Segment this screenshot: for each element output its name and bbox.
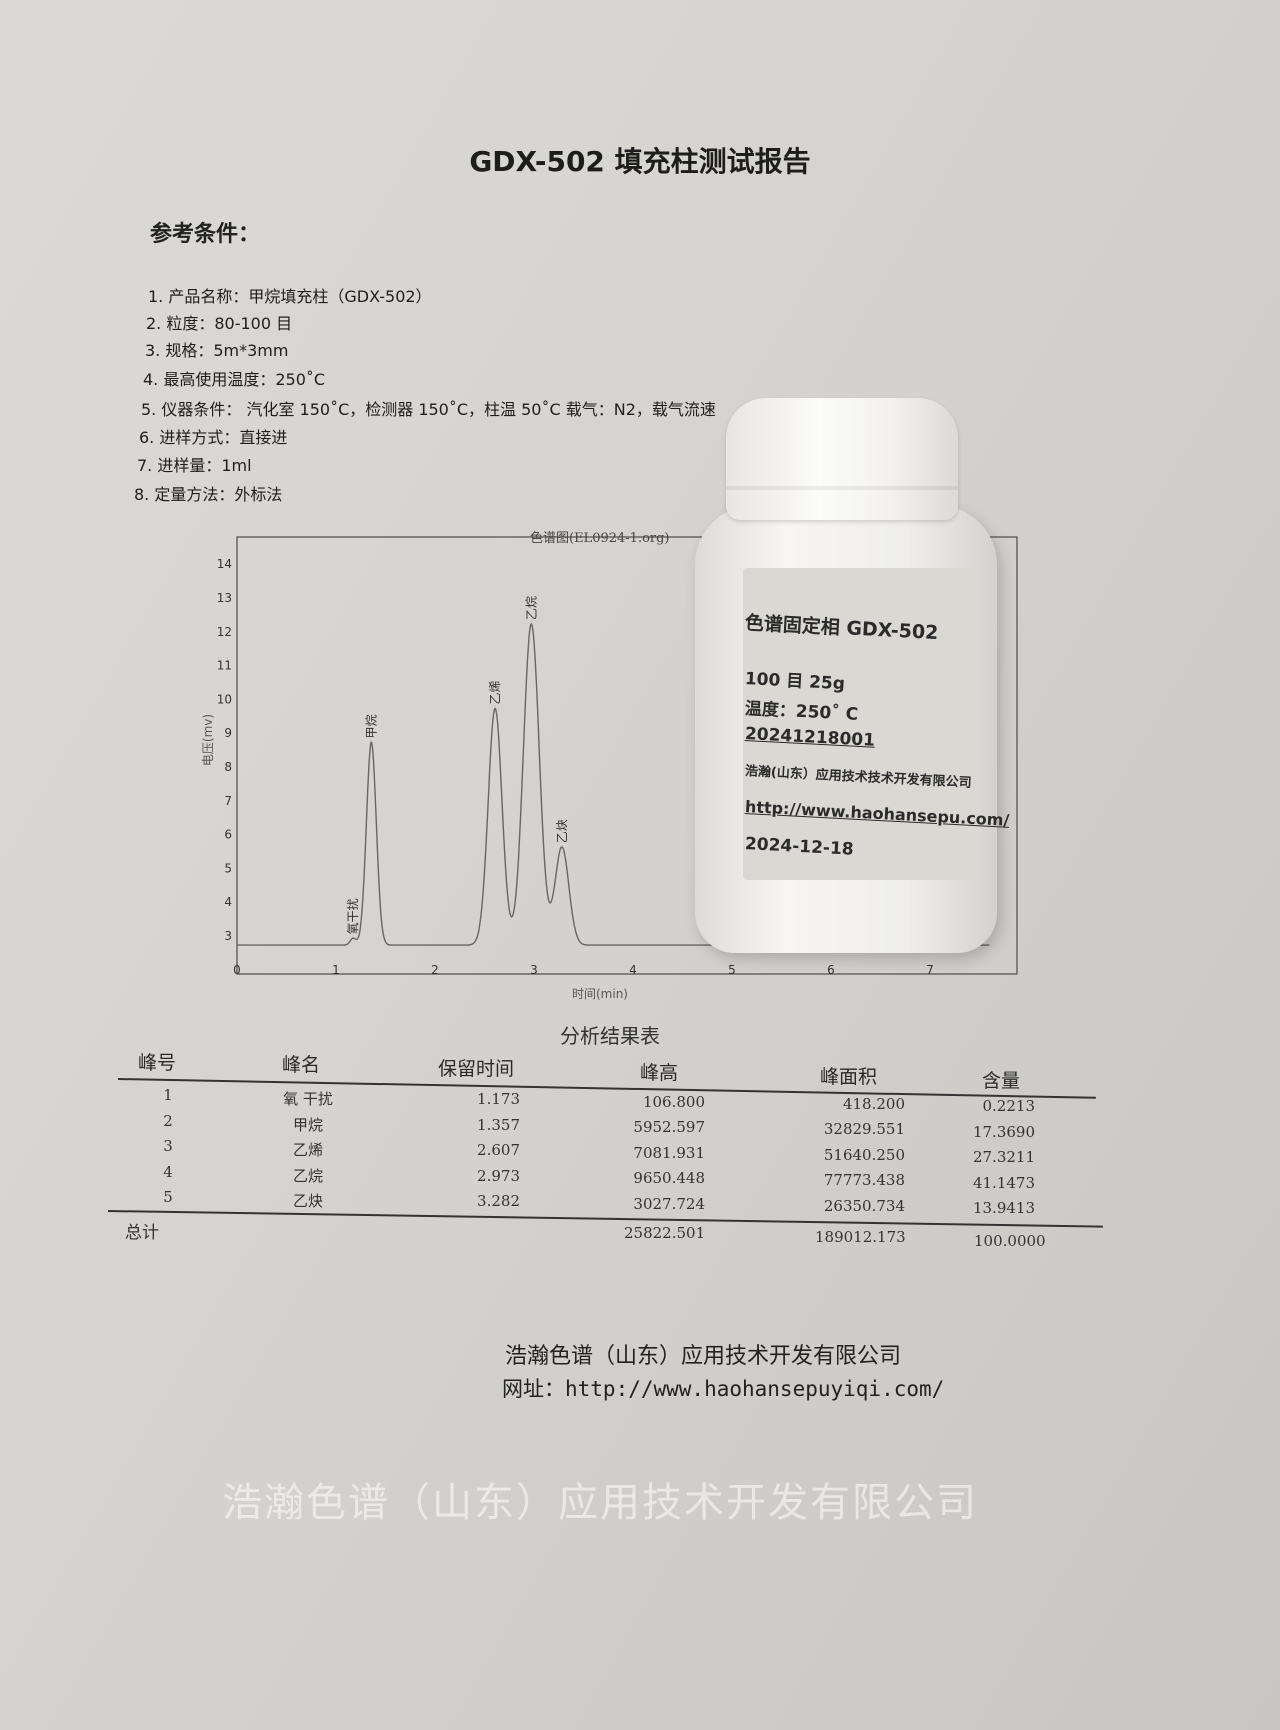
- section-heading: 参考条件：: [150, 222, 261, 247]
- y-tick-label: 13: [217, 591, 232, 605]
- cell-height: 9650.448: [633, 1169, 705, 1188]
- watermark: 浩瀚色谱（山东）应用技术开发有限公司: [222, 1480, 978, 1526]
- bottle-label-line: 100 目 25g: [744, 669, 846, 695]
- cell-retention: 2.973: [477, 1166, 520, 1185]
- y-tick-label: 10: [217, 692, 232, 706]
- cell-height: 5952.597: [633, 1118, 705, 1137]
- y-tick-label: 14: [217, 557, 232, 571]
- header-area: 峰面积: [820, 1066, 878, 1088]
- cell-peak-no: 1: [163, 1086, 173, 1104]
- total-content: 100.0000: [974, 1232, 1046, 1250]
- cell-peak-no: 3: [163, 1137, 173, 1155]
- cell-height: 3027.724: [633, 1194, 705, 1213]
- total-area: 189012.173: [815, 1228, 906, 1246]
- cell-content: 41.1473: [972, 1173, 1035, 1192]
- cell-content: 0.2213: [982, 1097, 1036, 1115]
- y-tick-label: 9: [224, 726, 232, 740]
- cell-area: 77773.438: [823, 1171, 905, 1190]
- x-tick-label: 3: [530, 963, 538, 977]
- footer-company: 浩瀚色谱（山东）应用技术开发有限公司: [505, 1344, 902, 1369]
- condition-item: 2. 粒度：80-100 目: [146, 314, 293, 333]
- cell-area: 51640.250: [823, 1145, 905, 1164]
- x-tick-label: 1: [332, 963, 340, 977]
- cell-peak-no: 4: [163, 1162, 173, 1181]
- cell-retention: 1.357: [477, 1115, 520, 1134]
- condition-item: 7. 进样量：1ml: [137, 456, 252, 475]
- peak-apex-marker: [494, 707, 496, 710]
- x-tick-label: 7: [926, 963, 934, 977]
- cell-content: 17.3690: [972, 1122, 1035, 1141]
- cell-content: 27.3211: [972, 1148, 1035, 1166]
- y-tick-label: 11: [217, 659, 232, 673]
- cell-peak-no: 5: [163, 1188, 173, 1206]
- total-label: 总计: [125, 1223, 159, 1243]
- condition-item: 6. 进样方式：直接进: [139, 428, 288, 447]
- header-retention: 保留时间: [438, 1058, 515, 1080]
- x-tick-label: 0: [233, 963, 241, 977]
- y-tick-label: 12: [217, 625, 232, 639]
- x-tick-label: 2: [431, 963, 439, 977]
- cell-content: 13.9413: [972, 1199, 1035, 1217]
- cell-peak-name: 甲烷: [292, 1115, 323, 1134]
- cell-retention: 1.173: [477, 1090, 520, 1109]
- y-tick-label: 4: [224, 895, 232, 909]
- bottle-label: [743, 568, 975, 880]
- peak-label: 乙烷: [524, 596, 538, 620]
- cell-peak-name: 氧 干扰: [283, 1090, 333, 1109]
- peak-label: 氧干扰: [346, 898, 360, 934]
- report-title: GDX-502 填充柱测试报告: [469, 145, 811, 178]
- footer-website: 网址：http://www.haohansepuyiqi.com/: [502, 1377, 945, 1401]
- x-tick-label: 6: [827, 963, 835, 977]
- cell-area: 418.200: [842, 1094, 905, 1113]
- peak-apex-marker: [370, 741, 373, 744]
- x-tick-label: 4: [629, 963, 637, 977]
- cell-height: 7081.931: [633, 1143, 705, 1162]
- header-height: 峰高: [640, 1062, 679, 1084]
- y-tick-label: 6: [224, 828, 232, 842]
- header-content: 含量: [982, 1070, 1021, 1092]
- table-title: 分析结果表: [560, 1024, 660, 1048]
- cell-area: 32829.551: [823, 1120, 905, 1139]
- plot-frame: [236, 536, 1018, 975]
- peak-label: 乙烯: [488, 681, 502, 705]
- cell-peak-name: 乙烷: [292, 1166, 323, 1185]
- y-tick-label: 3: [224, 929, 232, 943]
- peak-apex-marker: [530, 623, 533, 625]
- condition-item: 5. 仪器条件： 汽化室 150˚C，检测器 150˚C，柱温 50˚C 载气：…: [141, 400, 716, 419]
- chart-title: 色谱图(EL0924-1.org): [530, 530, 670, 546]
- peak-apex-marker: [352, 937, 354, 940]
- x-axis-label: 时间(min): [572, 987, 628, 1001]
- cell-height: 106.800: [642, 1092, 705, 1111]
- cell-retention: 2.607: [477, 1141, 520, 1160]
- peak-apex-marker: [561, 846, 563, 848]
- condition-item: 8. 定量方法：外标法: [134, 485, 283, 504]
- y-tick-label: 8: [224, 760, 232, 774]
- cell-peak-no: 2: [163, 1111, 173, 1130]
- y-axis-label: 电压(mv): [201, 714, 215, 766]
- y-tick-label: 7: [224, 794, 232, 808]
- condition-item: 1. 产品名称：甲烷填充柱（GDX-502）: [148, 287, 432, 306]
- total-height: 25822.501: [624, 1224, 706, 1242]
- peak-label: 乙炔: [555, 819, 569, 843]
- bottle-cap: [726, 398, 958, 520]
- cell-peak-name: 乙烯: [292, 1141, 323, 1160]
- cell-peak-name: 乙炔: [292, 1192, 323, 1211]
- condition-item: 3. 规格：5m*3mm: [145, 341, 289, 360]
- header-peak-name: 峰名: [282, 1054, 321, 1076]
- y-tick-label: 5: [224, 861, 232, 875]
- cell-retention: 3.282: [477, 1192, 520, 1211]
- header-peak-no: 峰号: [138, 1052, 177, 1074]
- condition-item: 4. 最高使用温度：250˚C: [143, 370, 326, 389]
- x-tick-label: 5: [728, 963, 736, 977]
- cell-area: 26350.734: [823, 1196, 905, 1215]
- peak-label: 甲烷: [364, 714, 378, 738]
